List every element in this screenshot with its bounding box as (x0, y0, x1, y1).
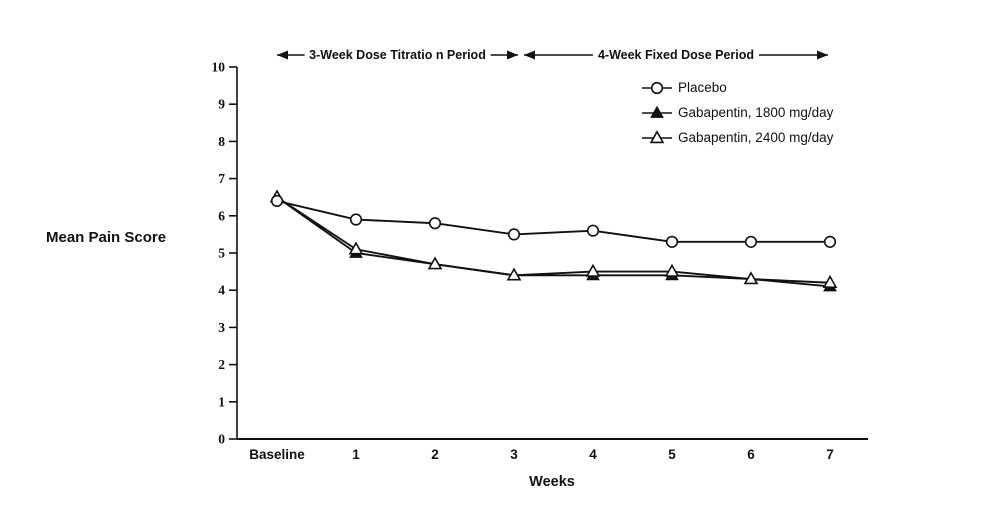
triangle-filled-marker-icon (642, 105, 672, 118)
x-tick-label: 5 (668, 447, 676, 462)
data-point-triangle-open (664, 263, 680, 277)
legend-label: Gabapentin, 1800 mg/day (678, 105, 834, 120)
data-point-triangle-open (822, 274, 838, 288)
series-placebo (270, 194, 837, 248)
series-gabapentin-2400-mg-day (269, 189, 838, 288)
data-point-circle-open (744, 235, 758, 248)
arrow-right-icon (507, 50, 518, 60)
y-tick-label: 1 (218, 394, 225, 409)
arrow-left-icon (277, 50, 288, 60)
y-tick-label: 9 (218, 97, 225, 112)
data-point-triangle-filled (650, 105, 664, 118)
y-tick-label: 2 (218, 357, 225, 372)
y-tick-label: 10 (212, 60, 226, 75)
series-line (276, 196, 831, 284)
x-tick-label: 1 (352, 447, 360, 462)
legend-label: Gabapentin, 2400 mg/day (678, 130, 834, 145)
y-tick-label: 4 (218, 283, 225, 298)
data-point-circle-open (665, 235, 679, 248)
triangle-open-marker-icon (642, 129, 672, 143)
legend-item-gabapentin-2400: Gabapentin, 2400 mg/day (641, 125, 833, 150)
series-line (276, 199, 830, 243)
x-axis-title: Weeks (529, 474, 575, 490)
y-tick-label: 8 (218, 134, 225, 149)
y-axis-title: Mean Pain Score (46, 229, 167, 246)
legend-item-gabapentin-1800: Gabapentin, 1800 mg/day (641, 100, 833, 125)
y-tick-label: 3 (218, 320, 225, 335)
arrow-right-icon (817, 50, 828, 60)
data-point-circle-open (823, 235, 837, 248)
data-point-circle-open (507, 228, 521, 241)
data-point-triangle-open (743, 271, 759, 285)
data-point-triangle-open (427, 256, 443, 270)
arrow-left-icon (524, 50, 535, 60)
x-tick-label: Baseline (249, 447, 305, 462)
data-point-triangle-open (585, 263, 601, 277)
x-tick-label: 2 (431, 447, 439, 462)
data-point-circle-open (586, 224, 600, 237)
x-tick-label: 6 (747, 447, 755, 462)
y-tick-label: 7 (218, 171, 225, 186)
y-tick-label: 5 (218, 246, 225, 261)
legend-item-placebo: Placebo (641, 75, 833, 100)
circle-open-marker-icon (642, 81, 672, 94)
annotation-fixed-dose-period: 4-Week Fixed Dose Period (592, 48, 760, 62)
data-point-triangle-open (348, 241, 364, 255)
legend-label: Placebo (678, 80, 727, 95)
data-point-circle-open (349, 213, 363, 226)
x-tick-label: 3 (510, 447, 518, 462)
x-tick-label: 4 (589, 447, 597, 462)
data-point-circle-open (270, 194, 284, 208)
data-point-triangle-open (506, 267, 522, 281)
x-tick-label: 7 (826, 447, 834, 462)
data-point-circle-open (428, 217, 442, 230)
annotation-dose-titration-period: 3-Week Dose Titratio n Period (304, 48, 491, 62)
y-tick-label: 0 (218, 432, 225, 447)
data-point-circle-open (650, 81, 664, 94)
y-tick-label: 6 (218, 208, 225, 223)
legend: Placebo Gabapentin, 1800 mg/day Gabapent… (641, 75, 833, 150)
data-point-triangle-open (649, 129, 665, 143)
